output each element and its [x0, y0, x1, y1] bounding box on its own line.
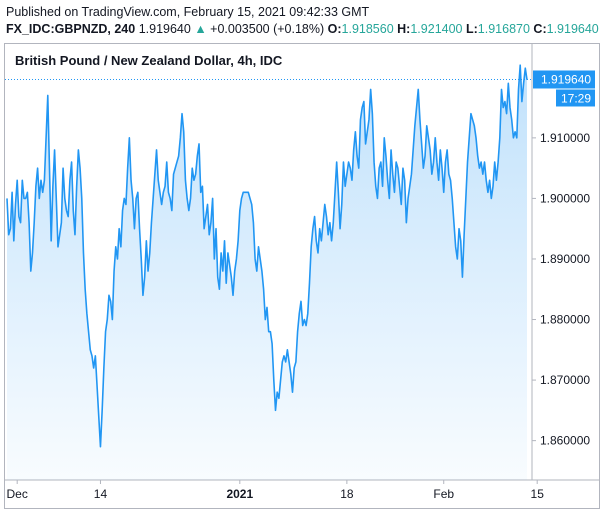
y-tick-label: 1.890000 [540, 252, 590, 266]
y-tick-label: 1.880000 [540, 313, 590, 327]
last-price: 1.919640 [138, 22, 191, 36]
low-label: L: [465, 22, 478, 36]
x-tick-label: Feb [433, 487, 454, 501]
high-label: H: [397, 22, 411, 36]
open-value: 1.918560 [341, 22, 394, 36]
x-tick-label: 15 [531, 487, 545, 501]
chart-title: British Pound / New Zealand Dollar, 4h, … [15, 53, 283, 68]
y-tick-label: 1.870000 [540, 373, 590, 387]
y-tick-label: 1.860000 [540, 434, 590, 448]
last-price-badge-text: 1.919640 [541, 72, 591, 86]
y-tick-label: 1.910000 [540, 131, 590, 145]
x-tick-label: 14 [94, 487, 108, 501]
published-line: Published on TradingView.com, February 1… [6, 5, 370, 19]
price-area-fill [7, 65, 527, 480]
change-value: +0.003500 (+0.18%) [210, 22, 325, 36]
close-label: C: [533, 22, 547, 36]
change-up-icon: ▲ [194, 22, 207, 36]
high-value: 1.921400 [410, 22, 463, 36]
quote-line: FX_IDC:GBPNZD, 240 1.919640 ▲ +0.003500 … [6, 22, 599, 36]
open-label: O: [327, 22, 342, 36]
x-tick-label: 2021 [226, 487, 253, 501]
y-tick-label: 1.900000 [540, 191, 590, 205]
x-tick-label: 18 [340, 487, 354, 501]
price-chart[interactable]: 1.860000 1.870000 1.880000 1.890000 1.900000… [5, 44, 599, 508]
countdown-badge-text: 17:29 [561, 91, 591, 105]
low-value: 1.916870 [477, 22, 530, 36]
countdown-badge: 17:29 [556, 89, 595, 107]
last-price-badge: 1.919640 [533, 70, 595, 89]
chart-frame[interactable]: 1.860000 1.870000 1.880000 1.890000 1.900000… [4, 43, 600, 509]
close-value: 1.919640 [546, 22, 599, 36]
x-tick-label: Dec [7, 487, 28, 501]
symbol-label: FX_IDC:GBPNZD, 240 [6, 22, 136, 36]
price-line [6, 64, 528, 448]
